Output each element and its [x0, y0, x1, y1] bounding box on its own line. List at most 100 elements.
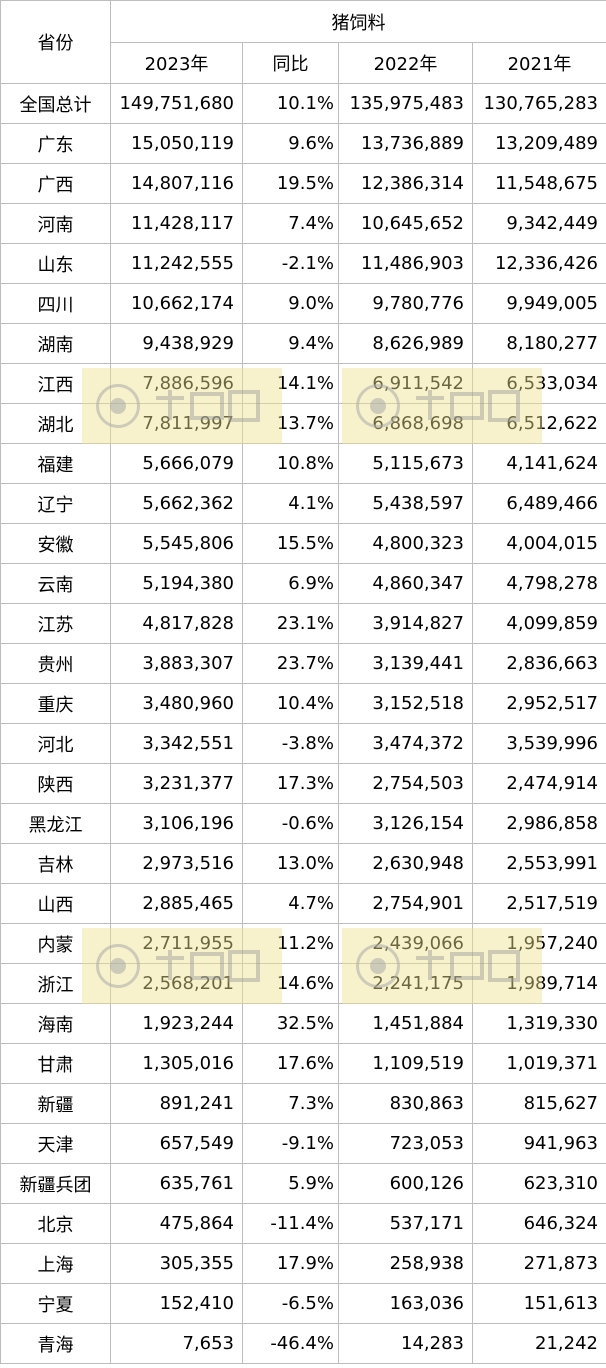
- value-2021-cell: 21,242: [472, 1323, 606, 1364]
- value-2022-cell: 3,914,827: [338, 603, 473, 644]
- value-2023-cell: 10,662,174: [110, 283, 243, 324]
- value-2023-cell: 1,305,016: [110, 1043, 243, 1084]
- value-2023-cell: 3,883,307: [110, 643, 243, 684]
- province-cell: 浙江: [0, 963, 111, 1004]
- value-2023-cell: 657,549: [110, 1123, 243, 1164]
- province-cell: 全国总计: [0, 83, 111, 124]
- header-yoy: 同比: [242, 42, 339, 84]
- value-2023-cell: 7,653: [110, 1323, 243, 1364]
- value-2021-cell: 646,324: [472, 1203, 606, 1244]
- province-cell: 辽宁: [0, 483, 111, 524]
- yoy-cell: 9.4%: [242, 323, 339, 364]
- yoy-cell: -0.6%: [242, 803, 339, 844]
- value-2023-cell: 7,811,997: [110, 403, 243, 444]
- value-2023-cell: 1,923,244: [110, 1003, 243, 1044]
- province-cell: 吉林: [0, 843, 111, 884]
- header-2023: 2023年: [110, 42, 243, 84]
- table-row: 湖南 9,438,929 9.4% 8,626,989 8,180,277: [0, 323, 606, 364]
- table-row: 河北 3,342,551 -3.8% 3,474,372 3,539,996: [0, 723, 606, 764]
- value-2023-cell: 4,817,828: [110, 603, 243, 644]
- table-row: 陕西 3,231,377 17.3% 2,754,503 2,474,914: [0, 763, 606, 804]
- table-row: 黑龙江 3,106,196 -0.6% 3,126,154 2,986,858: [0, 803, 606, 844]
- yoy-cell: 32.5%: [242, 1003, 339, 1044]
- value-2021-cell: 2,986,858: [472, 803, 606, 844]
- value-2023-cell: 2,711,955: [110, 923, 243, 964]
- province-cell: 云南: [0, 563, 111, 604]
- value-2022-cell: 2,754,503: [338, 763, 473, 804]
- province-cell: 陕西: [0, 763, 111, 804]
- value-2023-cell: 2,973,516: [110, 843, 243, 884]
- yoy-cell: 9.6%: [242, 123, 339, 164]
- table-row: 四川 10,662,174 9.0% 9,780,776 9,949,005: [0, 283, 606, 324]
- yoy-cell: 23.7%: [242, 643, 339, 684]
- yoy-cell: 11.2%: [242, 923, 339, 964]
- value-2021-cell: 4,141,624: [472, 443, 606, 484]
- value-2023-cell: 891,241: [110, 1083, 243, 1124]
- value-2022-cell: 163,036: [338, 1283, 473, 1324]
- yoy-cell: -11.4%: [242, 1203, 339, 1244]
- value-2022-cell: 600,126: [338, 1163, 473, 1204]
- value-2022-cell: 2,630,948: [338, 843, 473, 884]
- value-2021-cell: 2,553,991: [472, 843, 606, 884]
- province-cell: 河北: [0, 723, 111, 764]
- value-2022-cell: 5,115,673: [338, 443, 473, 484]
- value-2021-cell: 2,952,517: [472, 683, 606, 724]
- table-row: 河南 11,428,117 7.4% 10,645,652 9,342,449: [0, 203, 606, 244]
- value-2023-cell: 3,231,377: [110, 763, 243, 804]
- value-2022-cell: 2,241,175: [338, 963, 473, 1004]
- table-row: 宁夏 152,410 -6.5% 163,036 151,613: [0, 1283, 606, 1324]
- value-2021-cell: 3,539,996: [472, 723, 606, 764]
- value-2022-cell: 3,152,518: [338, 683, 473, 724]
- value-2023-cell: 5,662,362: [110, 483, 243, 524]
- province-cell: 北京: [0, 1203, 111, 1244]
- value-2022-cell: 3,139,441: [338, 643, 473, 684]
- value-2021-cell: 11,548,675: [472, 163, 606, 204]
- yoy-cell: 7.4%: [242, 203, 339, 244]
- province-cell: 广东: [0, 123, 111, 164]
- value-2022-cell: 11,486,903: [338, 243, 473, 284]
- value-2023-cell: 152,410: [110, 1283, 243, 1324]
- province-cell: 江苏: [0, 603, 111, 644]
- yoy-cell: -3.8%: [242, 723, 339, 764]
- value-2023-cell: 14,807,116: [110, 163, 243, 204]
- province-cell: 安徽: [0, 523, 111, 564]
- value-2022-cell: 5,438,597: [338, 483, 473, 524]
- yoy-cell: 7.3%: [242, 1083, 339, 1124]
- value-2021-cell: 130,765,283: [472, 83, 606, 124]
- yoy-cell: 10.8%: [242, 443, 339, 484]
- value-2021-cell: 6,512,622: [472, 403, 606, 444]
- value-2021-cell: 271,873: [472, 1243, 606, 1284]
- value-2021-cell: 2,517,519: [472, 883, 606, 924]
- table-row: 内蒙 2,711,955 11.2% 2,439,066 1,957,240: [0, 923, 606, 964]
- value-2021-cell: 1,957,240: [472, 923, 606, 964]
- province-cell: 上海: [0, 1243, 111, 1284]
- table-row: 广西 14,807,116 19.5% 12,386,314 11,548,675: [0, 163, 606, 204]
- table-row: 浙江 2,568,201 14.6% 2,241,175 1,989,714: [0, 963, 606, 1004]
- province-cell: 湖南: [0, 323, 111, 364]
- province-cell: 新疆: [0, 1083, 111, 1124]
- header-2021: 2021年: [472, 42, 606, 84]
- table-row: 重庆 3,480,960 10.4% 3,152,518 2,952,517: [0, 683, 606, 724]
- value-2023-cell: 7,886,596: [110, 363, 243, 404]
- value-2021-cell: 6,489,466: [472, 483, 606, 524]
- value-2021-cell: 2,474,914: [472, 763, 606, 804]
- value-2023-cell: 2,568,201: [110, 963, 243, 1004]
- table-row: 新疆 891,241 7.3% 830,863 815,627: [0, 1083, 606, 1124]
- province-cell: 福建: [0, 443, 111, 484]
- province-cell: 青海: [0, 1323, 111, 1364]
- value-2022-cell: 8,626,989: [338, 323, 473, 364]
- header-province: 省份: [0, 0, 111, 84]
- value-2022-cell: 14,283: [338, 1323, 473, 1364]
- province-cell: 四川: [0, 283, 111, 324]
- value-2022-cell: 1,451,884: [338, 1003, 473, 1044]
- value-2022-cell: 2,754,901: [338, 883, 473, 924]
- yoy-cell: 15.5%: [242, 523, 339, 564]
- yoy-cell: 17.9%: [242, 1243, 339, 1284]
- value-2021-cell: 2,836,663: [472, 643, 606, 684]
- value-2023-cell: 635,761: [110, 1163, 243, 1204]
- province-cell: 黑龙江: [0, 803, 111, 844]
- value-2023-cell: 3,106,196: [110, 803, 243, 844]
- table-row: 上海 305,355 17.9% 258,938 271,873: [0, 1243, 606, 1284]
- value-2021-cell: 815,627: [472, 1083, 606, 1124]
- province-cell: 海南: [0, 1003, 111, 1044]
